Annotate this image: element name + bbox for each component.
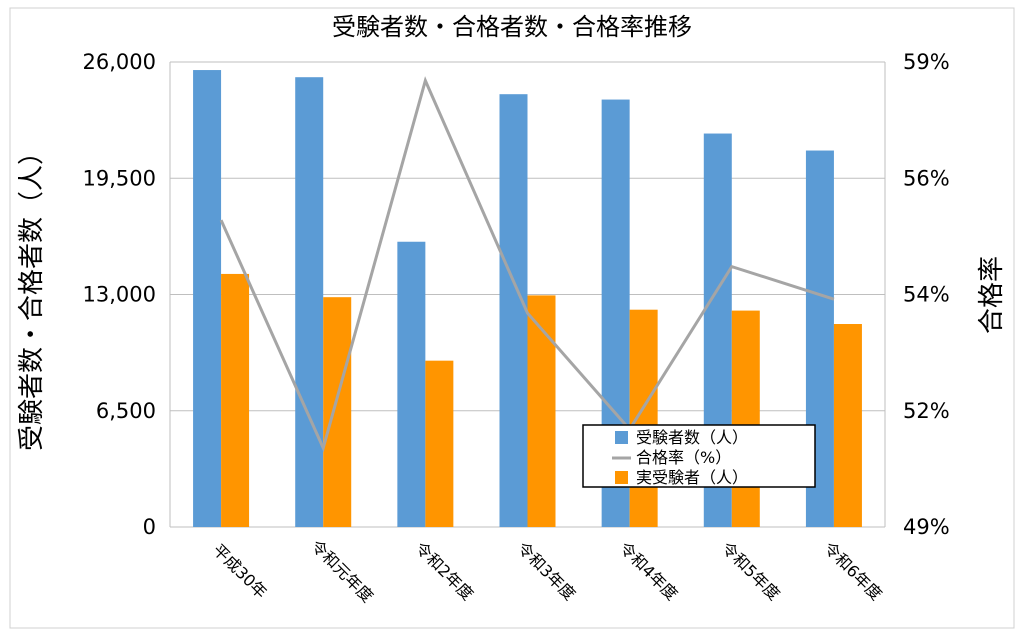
bar-actual xyxy=(527,295,556,527)
grid-lines xyxy=(169,61,886,528)
bar-actual xyxy=(833,324,862,527)
y-tick-label: 13,000 xyxy=(83,283,156,307)
legend-label-applicants: 受験者数（人） xyxy=(636,428,748,447)
chart-title: 受験者数・合格者数・合格率推移 xyxy=(332,13,692,41)
legend-swatch-actual xyxy=(615,471,628,484)
bar-actual xyxy=(731,310,760,527)
bar-applicants xyxy=(193,70,222,527)
legend-label-rate: 合格率（%） xyxy=(636,448,731,467)
legend: 受験者数（人） 合格率（%） 実受験者（人） xyxy=(582,424,816,488)
y-tick-label: 0 xyxy=(143,515,156,539)
legend-label-actual: 実受験者（人） xyxy=(636,468,748,487)
y-axis-label: 受験者数・合格者数（人） xyxy=(17,139,47,451)
rate-line xyxy=(219,76,835,453)
rate-line-path xyxy=(219,76,835,453)
bars xyxy=(193,70,862,528)
legend-swatch-applicants xyxy=(615,431,628,444)
y2-tick-label: 59% xyxy=(903,50,950,74)
y2-tick-label: 56% xyxy=(903,166,950,190)
y-tick-label: 19,500 xyxy=(83,166,156,190)
y2-tick-label: 52% xyxy=(903,399,950,423)
bar-applicants xyxy=(499,94,528,527)
y2-tick-label: 49% xyxy=(903,515,950,539)
y2-tick-label: 54% xyxy=(903,283,950,307)
y2-axis-label: 合格率 xyxy=(977,256,1007,334)
bar-actual xyxy=(221,273,250,527)
bar-actual xyxy=(323,297,352,527)
y-tick-label: 6,500 xyxy=(96,399,156,423)
bar-applicants xyxy=(295,77,324,528)
y-tick-label: 26,000 xyxy=(83,50,156,74)
bar-applicants xyxy=(397,241,426,527)
tick-labels: 0 6,500 13,000 19,500 26,000 49% 52% 54% 56% 59% xyxy=(83,50,950,539)
bar-actual xyxy=(425,360,454,527)
bar-actual xyxy=(629,309,658,527)
